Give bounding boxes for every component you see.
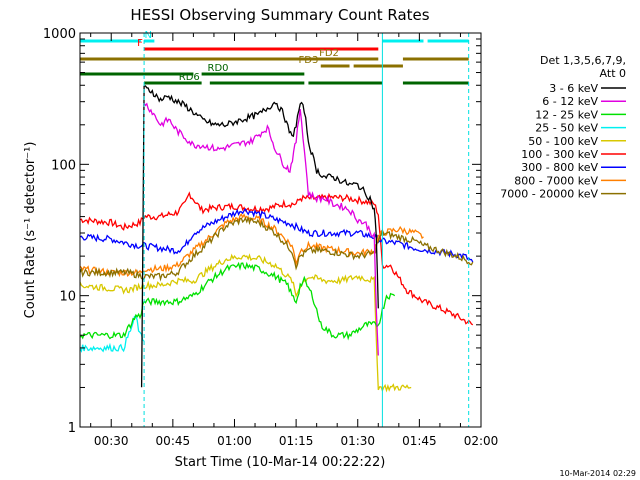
legend-label: 100 - 300 keV — [521, 148, 598, 161]
flag-label-rd6: RD6 — [179, 72, 200, 83]
legend-label: 25 - 50 keV — [535, 122, 598, 135]
legend-label: 50 - 100 keV — [528, 135, 598, 148]
y-tick-label: 1000 — [43, 27, 76, 42]
flag-label-f: F — [137, 38, 143, 49]
legend-label: 12 - 25 keV — [535, 108, 598, 121]
x-tick-label: 02:00 — [464, 434, 499, 448]
flag-label-fd2: FD2 — [319, 48, 339, 59]
flag-bar-n — [80, 39, 141, 43]
flag-bar-rd0 — [201, 72, 305, 76]
y-tick-label: 10 — [59, 290, 76, 305]
flag-bar-rd6 — [144, 81, 202, 85]
x-tick-label: 01:45 — [402, 434, 437, 448]
flag-bar-n — [427, 39, 469, 43]
y-axis-label: Count Rate (s⁻¹ detector⁻¹) — [23, 142, 38, 319]
legend-label: 800 - 7000 keV — [514, 174, 598, 187]
x-tick-label: 01:00 — [217, 434, 252, 448]
flag-bar-rd6 — [308, 81, 383, 85]
flag-bar-n — [144, 39, 155, 43]
series-line-7000-20000-kev — [79, 215, 474, 282]
series-line-100-300-kev — [79, 191, 474, 326]
flag-bar-f — [144, 47, 379, 51]
axis-ticks: 00:30 00:45 01:00 01:15 01:30 01:45 02:00 1 10 10… — [43, 27, 498, 448]
y-tick-label: 1 — [68, 421, 76, 436]
flag-bar-fd3 — [320, 64, 350, 68]
x-tick-label: 00:30 — [94, 434, 129, 448]
series-line-12-25-kev — [79, 261, 396, 341]
legend-label: 7000 - 20000 keV — [500, 188, 598, 201]
flag-bar-fd2 — [402, 57, 469, 61]
x-tick-label: 01:15 — [279, 434, 314, 448]
legend-label: 3 - 6 keV — [549, 82, 598, 95]
y-tick-label: 100 — [51, 158, 76, 173]
flag-label-fd3: FD3 — [299, 55, 319, 66]
legend-header-line-1: Det 1,3,5,6,7,9, — [540, 54, 626, 67]
flag-bar-rd0 — [80, 72, 194, 76]
flag-bar-rd6 — [209, 81, 305, 85]
series-line-25-50-kev — [79, 315, 145, 353]
data-lines — [79, 85, 474, 393]
footer-timestamp: 10-Mar-2014 02:29 — [560, 469, 637, 478]
legend-label: 300 - 800 keV — [521, 161, 598, 174]
flag-bar-rd6 — [402, 81, 469, 85]
flag-bar-fd2 — [80, 57, 379, 61]
x-axis-label: Start Time (10-Mar-14 00:22:22) — [175, 455, 386, 470]
chart-title: HESSI Observing Summary Count Rates — [130, 6, 429, 24]
series-line-50-100-kev — [79, 253, 412, 393]
legend-label: 6 - 12 keV — [542, 95, 598, 108]
x-tick-label: 01:30 — [340, 434, 375, 448]
series-line-3-6-kev — [140, 85, 379, 388]
flag-bar-n — [382, 39, 424, 43]
legend-header-line-2: Att 0 — [600, 67, 626, 80]
series-line-6-12-kev — [143, 102, 379, 356]
flag-label-n: N — [144, 30, 151, 41]
series-line-300-800-kev — [79, 207, 474, 263]
plot-frame — [79, 32, 482, 428]
flag-bar-fd3 — [353, 64, 403, 68]
x-tick-label: 00:45 — [156, 434, 191, 448]
flag-label-rd0: RD0 — [208, 63, 229, 74]
